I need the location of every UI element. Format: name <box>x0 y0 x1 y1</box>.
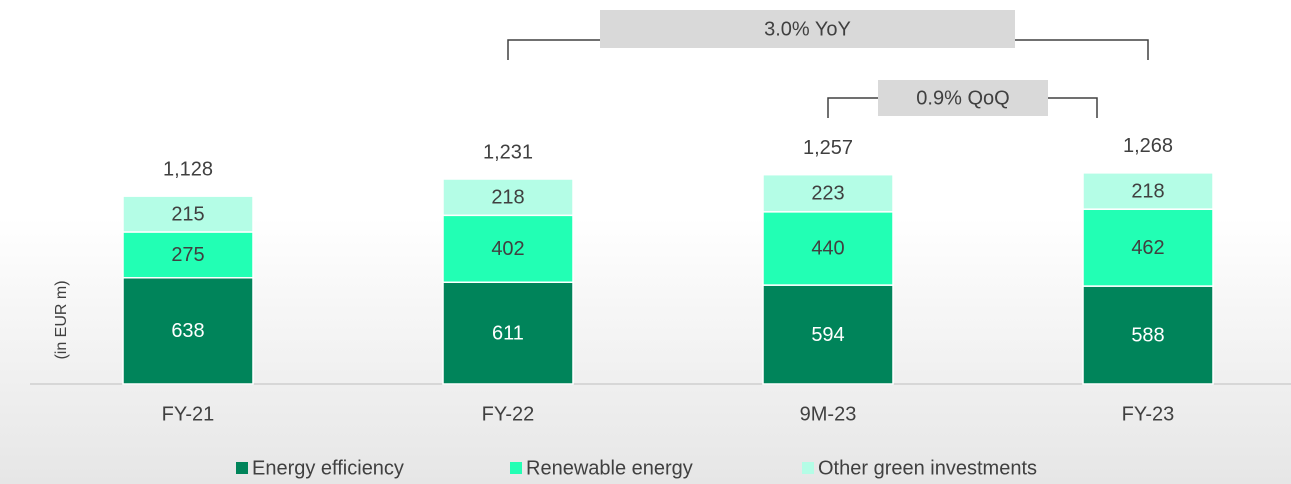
bar-segment <box>762 211 894 286</box>
bar-segment <box>762 173 894 213</box>
x-tick-label: FY-22 <box>482 403 535 425</box>
segment-label: 440 <box>811 238 844 260</box>
total-label: 1,257 <box>803 137 853 159</box>
segment-label: 611 <box>492 322 524 344</box>
bracket <box>827 97 1098 118</box>
x-tick-label: FY-21 <box>162 403 215 425</box>
total-label: 1,268 <box>1123 135 1173 157</box>
bar-segment <box>1082 172 1214 210</box>
bar-segment <box>442 214 574 284</box>
bar-segment <box>122 277 254 385</box>
legend-label: Other green investments <box>818 457 1037 479</box>
annotation-text: 0.9% QoQ <box>916 87 1009 109</box>
total-label: 1,231 <box>483 141 533 163</box>
segment-label: 588 <box>1131 324 1164 346</box>
legend-swatch <box>510 462 522 474</box>
bar-segment <box>122 231 254 279</box>
annotation-box <box>878 80 1048 116</box>
legend-label: Renewable energy <box>526 457 693 479</box>
segment-label: 218 <box>491 186 524 208</box>
total-label: 1,128 <box>163 158 213 180</box>
bar-segment <box>762 284 894 385</box>
segment-label: 638 <box>171 320 204 342</box>
segment-label: 218 <box>1131 180 1164 202</box>
bracket <box>507 39 1149 60</box>
segment-label: 215 <box>171 203 204 225</box>
segment-label: 402 <box>491 238 524 260</box>
bar-segment <box>442 281 574 385</box>
legend-swatch <box>802 462 814 474</box>
segment-label: 275 <box>171 244 204 266</box>
bar-segment <box>122 195 254 233</box>
x-tick-label: 9M-23 <box>800 403 857 425</box>
bar-segment <box>1082 208 1214 287</box>
y-axis-label: (in EUR m) <box>53 280 70 359</box>
segment-label: 462 <box>1131 237 1164 259</box>
annotation-box <box>600 10 1015 48</box>
legend-label: Energy efficiency <box>252 457 404 479</box>
bar-segment <box>442 178 574 217</box>
legend-swatch <box>236 462 248 474</box>
annotation-text: 3.0% YoY <box>764 18 851 40</box>
x-tick-label: FY-23 <box>1122 403 1175 425</box>
segment-label: 594 <box>811 324 844 346</box>
segment-label: 223 <box>811 183 844 205</box>
